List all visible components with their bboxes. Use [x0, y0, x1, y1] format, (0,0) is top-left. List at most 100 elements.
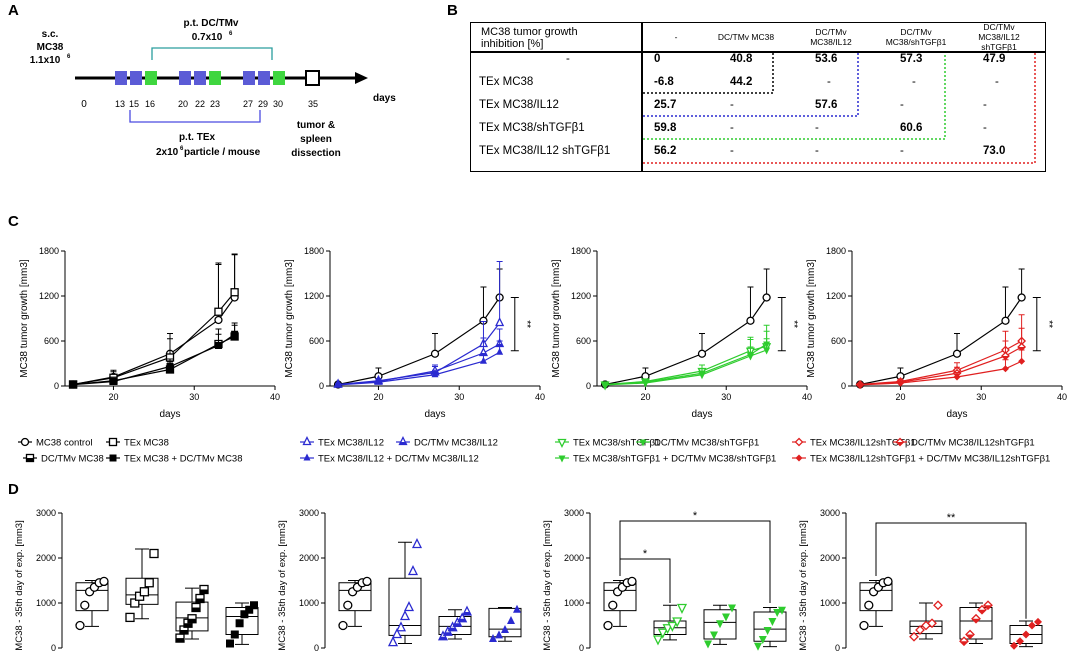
box-chart-4: 0 1000 2000 3000 MC38 - 35th day of exp. [mm… [798, 508, 1043, 653]
legend-label: TEx MC38/shTGFβ1 + DC/TMv MC38/shTGFβ1 [573, 454, 776, 465]
panel-letter-c: C [8, 213, 19, 230]
box-group [338, 576, 372, 631]
y-tick-label: 1000 [564, 598, 584, 608]
data-point [99, 576, 109, 587]
data-point [235, 619, 244, 628]
table-cell: - [900, 99, 904, 111]
treatment-box-tex [130, 71, 142, 85]
data-point [175, 633, 185, 643]
table-cell: 56.2 [654, 145, 677, 157]
table-row-label: TEx MC38 [479, 76, 534, 88]
table-cell: 0 [654, 53, 661, 65]
data-point [768, 618, 777, 626]
data-point [501, 625, 509, 633]
growth-chart-3: 0 600 1200 1800 20 30 40 days MC38 tumor growth … [551, 246, 812, 420]
y-axis-label: MC38 tumor growth [mm3] [19, 259, 30, 378]
legend-label: TEx MC38/IL12shTGFβ1 + DC/TMv MC38/IL12s… [810, 454, 1050, 465]
table-cell: - [983, 122, 987, 134]
legend-item: DC/TMv MC38 [23, 454, 104, 465]
data-point [231, 330, 239, 338]
x-tick-label: 40 [270, 392, 280, 402]
data-point [338, 620, 348, 631]
data-point [139, 587, 150, 597]
box-group [225, 601, 259, 648]
table-cell: 53.6 [815, 53, 838, 65]
data-point [407, 565, 419, 576]
y-tick-label: 0 [841, 381, 846, 391]
dc-dose: 0.7x10 [192, 32, 223, 43]
legend-label: TEx MC38/shTGFβ1 [573, 438, 660, 449]
data-point [662, 624, 673, 635]
data-point [864, 600, 874, 610]
box-group [909, 600, 943, 642]
significance-label: ** [947, 512, 956, 524]
data-point [728, 604, 736, 613]
dc-dose-exp: 6 [229, 31, 233, 37]
table-highlight-boxes [643, 53, 1036, 164]
y-tick-label: 600 [44, 336, 59, 346]
data-point [398, 436, 408, 446]
table-cell: - [730, 145, 734, 157]
day-label: 35 [308, 99, 318, 109]
data-point [722, 613, 730, 622]
box-group [753, 606, 787, 651]
treatment-box-tex [243, 71, 255, 85]
panel-c-charts: 0 600 1200 1800 20 30 40 days MC38 tumor growth … [19, 246, 1067, 420]
series-line [338, 343, 500, 386]
y-tick-label: 600 [309, 336, 324, 346]
series-line [72, 297, 236, 386]
y-axis-label: MC38 tumor growth [mm3] [551, 259, 562, 378]
table-header-cell: DC/TMv MC38/shTGFβ1 [885, 27, 947, 47]
day-label: 23 [210, 99, 220, 109]
y-tick-label: 1800 [39, 246, 59, 256]
data-point [657, 628, 668, 639]
y-tick-label: 600 [576, 336, 591, 346]
table-title-line-1: MC38 tumor growth [481, 26, 578, 38]
legend-svg: MC38 control TEx MC38 DC/TMv MC38 TEx MC38 … [18, 436, 1050, 465]
y-tick-label: 2000 [564, 553, 584, 563]
y-axis-label: MC38 - 35th day of exp. [mm3] [14, 520, 25, 650]
x-tick-label: 30 [189, 392, 199, 402]
legend-item: MC38 control [18, 438, 93, 449]
data-point [909, 631, 919, 642]
data-point [69, 381, 77, 389]
tex-dose: 2x10 [156, 147, 179, 158]
data-point [109, 454, 117, 462]
data-point [794, 437, 804, 447]
x-tick-label: 40 [1057, 392, 1067, 402]
day-label: 29 [258, 99, 268, 109]
panel-d-charts: 0 1000 2000 3000 MC38 - 35th day of exp. [mm… [14, 508, 1043, 653]
panel-letter-d: D [8, 481, 19, 498]
panel-letter-b: B [447, 2, 458, 19]
legend-label: DC/TMv MC38/shTGFβ1 [654, 438, 759, 449]
y-axis-label: MC38 - 35th day of exp. [mm3] [277, 520, 288, 650]
box-group [859, 576, 893, 631]
x-tick-label: 40 [535, 392, 545, 402]
treatment-box-tex [258, 71, 270, 85]
data-point [479, 356, 487, 364]
y-tick-label: 3000 [564, 508, 584, 518]
table-header-cell: DC/TMv MC38/IL12 [810, 27, 852, 47]
y-tick-label: 1000 [36, 598, 56, 608]
legend-item: TEx MC38/shTGFβ1 + DC/TMv MC38/shTGFβ1 [555, 454, 776, 465]
legend-item: TEx MC38/IL12shTGFβ1 [792, 438, 916, 449]
box-group [959, 600, 993, 647]
data-point [746, 353, 754, 361]
treatment-schedule: s.c. MC38 1.1x10 6 p.t. DC/TMv 0.7x10 6 … [30, 18, 397, 159]
endpoint-box [305, 70, 320, 86]
data-point [489, 634, 497, 642]
data-point [676, 603, 688, 614]
box [753, 611, 787, 642]
day-zero: 0 [81, 99, 87, 110]
legend-item: TEx MC38 + DC/TMv MC38 [106, 454, 243, 465]
legend-label: DC/TMv MC38/IL12 [414, 438, 498, 449]
data-point [896, 379, 904, 387]
data-point [125, 612, 135, 623]
series-line [605, 343, 767, 386]
y-tick-label: 0 [586, 381, 591, 391]
day-label: 13 [115, 99, 125, 109]
table-cell: 57.3 [900, 53, 923, 65]
data-point [302, 436, 312, 446]
series-line [337, 297, 501, 386]
data-point [214, 307, 223, 316]
